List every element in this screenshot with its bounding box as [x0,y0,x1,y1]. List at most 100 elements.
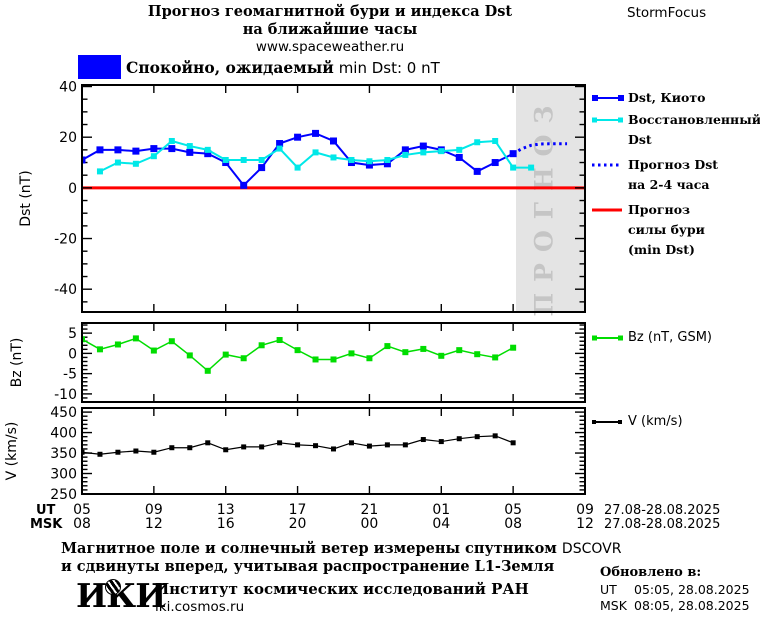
data-point-marker [96,346,103,353]
updated-msk-row: MSK 08:05, 28.08.2025 [600,598,750,613]
data-point-marker [187,445,193,451]
v-ylabel: V (km/s) [4,422,20,481]
series-Восстановленный Dst [99,139,532,173]
msk-tick-label: 20 [288,516,307,532]
msk-tick-label: 08 [504,516,523,532]
legend-item-label: (min Dst) [628,242,695,257]
storm-status-min-dst: min Dst: 0 nT [338,59,440,77]
data-point-marker [132,335,139,342]
legend-item-label: Bz (nT, GSM) [628,330,713,345]
data-point-marker [204,150,212,158]
dst-plot-border [81,84,586,313]
data-point-marker [151,449,157,455]
data-point-marker [348,440,354,446]
footer-note-ru: Магнитное поле и солнечный ветер измерен… [61,540,557,557]
data-point-marker [384,343,391,350]
data-point-marker [438,439,444,445]
data-point-marker [401,146,409,154]
msk-tick-label: 16 [216,516,235,532]
ut-tick-label: 09 [144,502,163,518]
bz-ytick-label: -10 [54,387,77,403]
bz-plot-border [81,322,586,403]
data-point-marker [96,168,103,175]
v-ytick-label: 350 [50,446,77,462]
data-point-marker [383,160,391,168]
data-point-marker [276,140,284,148]
data-point-marker [420,149,427,156]
data-point-marker [384,442,390,448]
data-point-marker [96,146,104,154]
v-ytick-label: 400 [50,426,77,442]
data-point-marker [294,164,301,171]
data-point-marker [259,444,265,450]
data-point-marker [348,350,355,357]
ut-tick-label: 05 [504,502,523,518]
dst-panel: ПРОГНОЗ 40 20 0 -20 -40 Dst (nT) [18,80,586,317]
v-ytick-label: 300 [50,467,77,483]
ut-tick-label: 21 [360,502,379,518]
v-plot-border [81,407,586,495]
data-point-marker [510,440,516,446]
msk-tick-label: 08 [73,516,91,532]
legend-item-dst-3: Прогноз силы бури (min Dst) [590,200,705,260]
institute-name: Институт космических исследований РАН [155,580,529,598]
data-point-marker [83,449,85,455]
data-point-marker [276,337,283,344]
institute-site-url: iki.cosmos.ru [155,599,245,615]
dst-ytick-label: -40 [54,282,77,298]
data-point-marker [204,146,211,153]
msk-tick-label: 12 [144,516,163,532]
data-point-marker [186,143,193,150]
bz-ytick-label: -5 [63,367,77,383]
data-point-marker [168,137,175,144]
x-axis-ut-row: UT 05 09 13 17 21 01 05 09 27.08-28.08.2025 [0,502,760,519]
data-point-marker [186,148,194,156]
data-point-marker [241,444,247,450]
data-point-marker [492,433,498,439]
legend-swatch-dotted [592,163,622,167]
data-point-marker [150,145,158,153]
data-point-marker [114,341,121,348]
data-point-marker [366,355,373,362]
data-point-marker [258,156,265,163]
forecast-band [516,86,584,311]
legend-item-label: силы бури [628,222,705,237]
forecast-band-label: ПРОГНОЗ [530,95,559,317]
storm-status-ru: Спокойно, ожидаемый [126,58,334,77]
msk-tick-label: 04 [432,516,451,532]
data-point-marker [474,434,480,440]
data-point-marker [492,137,499,144]
data-point-marker [115,449,121,455]
dst-ytick-label: -20 [54,232,77,248]
ut-tick-label: 05 [73,502,91,518]
legend-item-label: V (km/s) [628,414,683,429]
bz-ylabel: Bz (nT) [9,338,25,388]
data-point-marker [420,345,427,352]
data-point-marker [222,156,229,163]
msk-tick-label: 12 [576,516,594,532]
data-point-marker [277,440,283,446]
data-point-marker [456,436,462,442]
data-point-marker [456,146,463,153]
data-point-marker [473,167,481,175]
storm-status-text: Спокойно, ожидаемый min Dst: 0 nT [126,58,440,77]
ut-tick-label: 09 [576,502,594,518]
legend-item-label: Dst [628,132,652,147]
data-point-marker [168,338,175,345]
website-url: www.spaceweather.ru [255,39,405,55]
dst-ytick-label: 20 [59,130,77,146]
legend-item-label: на 2-4 часа [628,177,710,192]
legend-swatch-solid-marker [592,95,624,101]
data-point-marker [97,451,103,457]
data-point-marker [258,164,266,172]
data-point-marker [492,354,499,361]
footer-note-line1: Магнитное поле и солнечный ветер измерен… [61,540,621,557]
legend-item-dst-0: Dst, Киото [590,88,705,108]
ut-row-label: UT [36,503,56,518]
data-point-marker [168,145,176,153]
legend-swatch-solid-marker [592,335,623,341]
dst-ytick-label: 40 [59,80,77,96]
dst-ytick-label: 0 [68,181,77,197]
